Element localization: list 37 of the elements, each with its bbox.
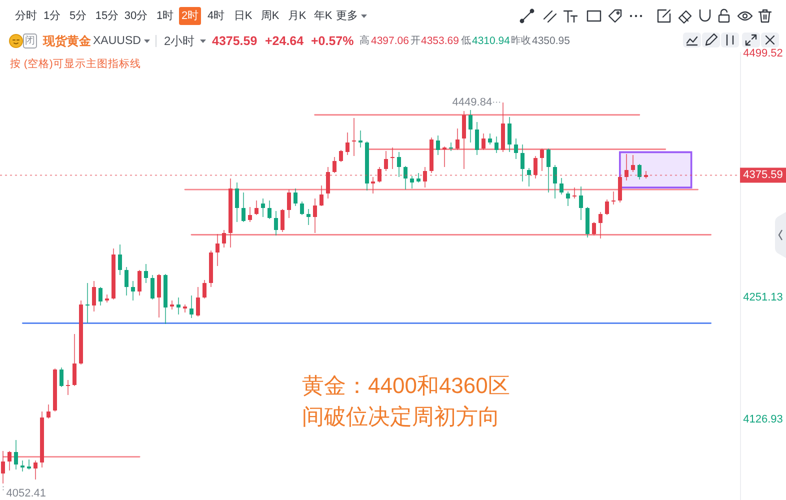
- status-badge: 闭: [23, 34, 37, 48]
- header-label: +24.64: [265, 34, 304, 48]
- header-label: 开: [410, 36, 420, 46]
- y-tick-label: 4499.52: [743, 47, 783, 60]
- interval-label: 周K: [260, 10, 280, 22]
- interval-label: 4时: [207, 10, 225, 22]
- title: 现货黄金: [43, 34, 91, 48]
- header-label: 昨收: [511, 36, 531, 46]
- interval-label: 月K: [288, 10, 306, 22]
- header-label: 4310.94: [472, 35, 510, 47]
- header-label: 4375.59: [212, 34, 258, 48]
- header-label: 4350.95: [532, 35, 570, 47]
- header-label: 4397.06: [371, 35, 409, 47]
- subtitle: XAUUSD: [93, 35, 141, 47]
- header-label: 低: [461, 36, 471, 46]
- interval-label: 5分: [69, 10, 87, 22]
- interval-label: 1时: [156, 10, 174, 22]
- interval-label: 1分: [43, 10, 61, 22]
- interval-label: 分时: [15, 10, 37, 22]
- header-label: +0.57%: [311, 34, 354, 48]
- header-label: 4353.69: [421, 35, 459, 47]
- interval-label: 日K: [234, 10, 252, 22]
- ref-line-label: 4375.59: [743, 169, 783, 182]
- y-tick-label: 4251.13: [743, 291, 783, 304]
- high-marker: 4449.84: [452, 96, 492, 108]
- interval-label: 更多: [336, 10, 358, 22]
- price-tag: 4375.59: [740, 168, 786, 183]
- selected-interval: 2时: [179, 7, 201, 25]
- y-tick-label: 4126.93: [743, 414, 783, 426]
- interval-label: 年K: [314, 10, 332, 22]
- header-label: 2小时: [164, 34, 195, 48]
- annotation: 黄金：4400和4360区间破位决定周初方向: [302, 372, 511, 431]
- interval-label: 15分: [95, 10, 119, 22]
- hint: 按 (空格)可显示主图指标线: [10, 58, 141, 70]
- header-label: 高: [360, 36, 370, 46]
- low-marker: 4052.41: [6, 487, 46, 500]
- interval-label: 30分: [124, 10, 148, 22]
